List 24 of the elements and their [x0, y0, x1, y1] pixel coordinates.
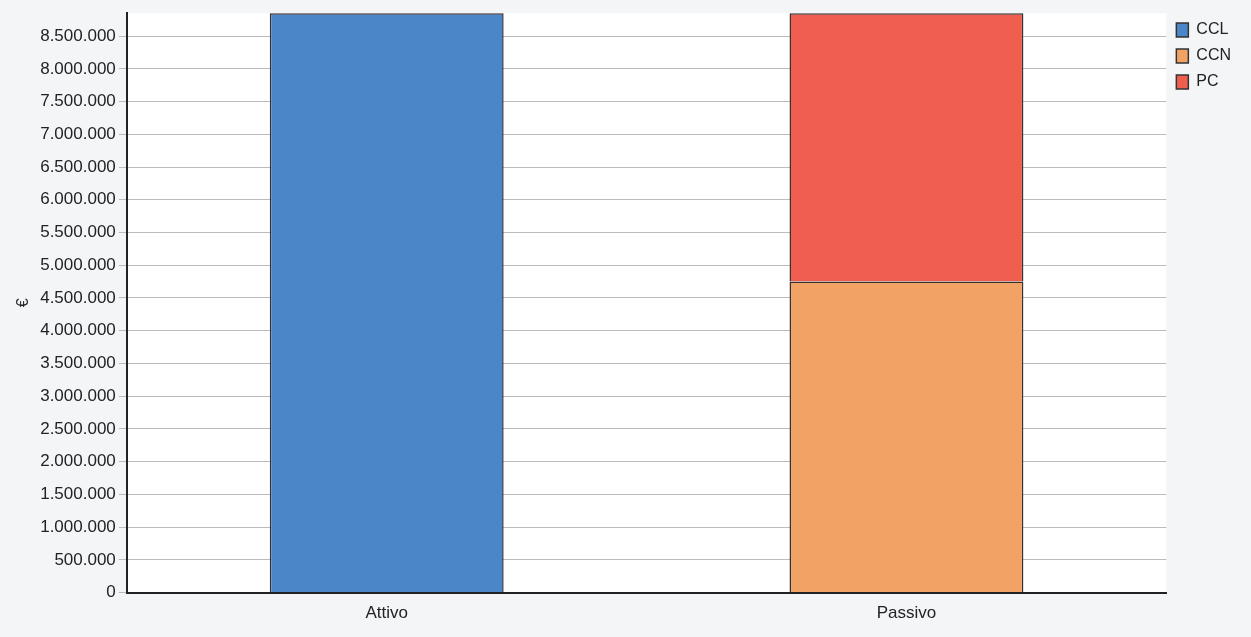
- y-tick-label: 8.500.000: [40, 25, 116, 45]
- x-tick-label: Attivo: [365, 603, 408, 623]
- y-tick-label: 8.000.000: [40, 58, 116, 78]
- y-tick-label: 1.000.000: [40, 516, 116, 536]
- y-tick-label: 500.000: [54, 549, 116, 569]
- y-tick-label: 7.000.000: [40, 124, 116, 144]
- x-tick-label: Passivo: [876, 603, 937, 623]
- y-tick-label: 1.500.000: [40, 484, 116, 504]
- y-tick-label: 5.000.000: [40, 254, 116, 274]
- y-tick-label: 2.000.000: [40, 451, 116, 471]
- y-tick-label: 6.000.000: [40, 189, 116, 209]
- y-tick-label: 3.500.000: [40, 353, 116, 373]
- y-tick-label: 0: [106, 582, 116, 602]
- y-tick-label: 6.500.000: [40, 156, 116, 176]
- y-tick-label: 5.500.000: [40, 222, 116, 242]
- legend-label: CCL: [1196, 20, 1229, 38]
- y-tick-label: 7.500.000: [40, 91, 116, 111]
- y-axis-title: €: [14, 298, 32, 308]
- legend-label: PC: [1196, 72, 1219, 90]
- y-tick-label: 3.000.000: [40, 385, 116, 405]
- legend-label: CCN: [1196, 46, 1232, 64]
- y-tick-label: 4.500.000: [40, 287, 116, 307]
- y-tick-label: 4.000.000: [40, 320, 116, 340]
- y-tick-label: 2.500.000: [40, 418, 116, 438]
